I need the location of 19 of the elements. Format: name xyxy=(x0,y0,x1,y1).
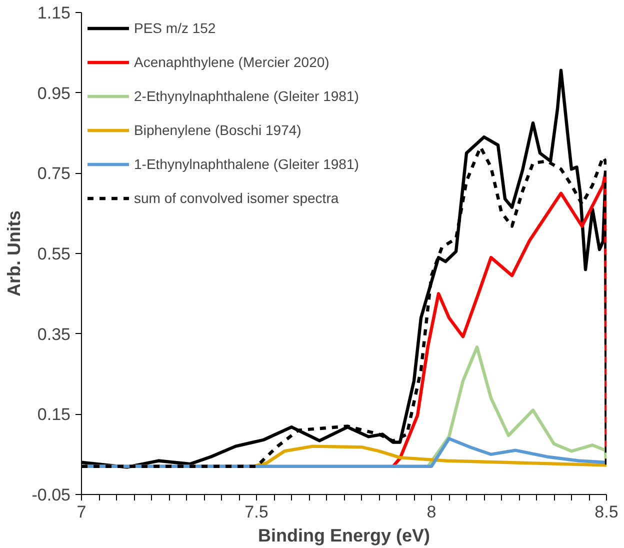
legend-label: Biphenylene (Boschi 1974) xyxy=(134,122,302,138)
legend-label: 1-Ethynylnaphthalene (Gleiter 1981) xyxy=(134,156,359,172)
y-tick-label: 1.15 xyxy=(37,4,71,22)
legend-label: Acenaphthylene (Mercier 2020) xyxy=(134,54,330,70)
x-tick-label: 8 xyxy=(426,502,436,522)
legend-label: sum of convolved isomer spectra xyxy=(134,190,339,206)
y-tick-label: 0.55 xyxy=(37,244,71,264)
x-tick-label: 7.5 xyxy=(244,502,268,522)
y-tick-label: 0.75 xyxy=(37,164,71,184)
x-tick-label: 8.5 xyxy=(594,502,618,522)
y-tick-label: -0.05 xyxy=(32,486,70,504)
y-tick-label: 0.95 xyxy=(37,84,71,103)
x-tick-label: 7 xyxy=(76,502,86,522)
legend-label: PES m/z 152 xyxy=(134,20,216,36)
y-axis-title: Arb. Units xyxy=(4,210,24,296)
y-tick-label: 0.15 xyxy=(37,405,71,424)
legend-label: 2-Ethynylnaphthalene (Gleiter 1981) xyxy=(134,88,359,104)
x-axis-title: Binding Energy (eV) xyxy=(258,526,430,546)
y-tick-label: 0.35 xyxy=(37,324,71,344)
